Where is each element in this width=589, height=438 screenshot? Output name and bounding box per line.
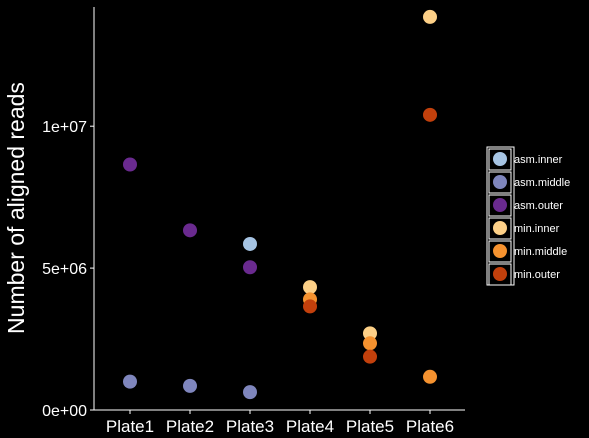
legend-key-min-middle [493,244,507,258]
legend-key-asm-middle [493,175,507,189]
data-point-asm-outer [243,260,257,275]
x-tick-label: Plate1 [106,417,154,436]
legend-label: min.middle [514,246,567,258]
y-tick-label: 5e+06 [42,261,87,278]
legend-label: min.inner [514,223,560,235]
data-point-min-middle [363,336,377,351]
data-point-asm-outer [183,223,197,238]
data-point-asm-middle [123,374,137,389]
data-point-asm-outer [123,157,137,172]
data-point-min-outer [423,107,437,122]
legend-key-min-outer [493,267,507,281]
legend-key-box [488,171,512,194]
data-point-min-outer [363,349,377,364]
data-point-min-inner [363,326,377,341]
legend: asm.inner asm.middle asm.outer min.inner min… [486,146,570,286]
x-tick-label: Plate6 [406,417,454,436]
legend-key-box [488,194,512,217]
legend-key-box [488,240,512,263]
data-points [123,9,437,400]
data-point-asm-middle [243,385,257,400]
x-tick-label: Plate3 [226,417,274,436]
legend-key-min-inner [493,221,507,235]
legend-key-asm-outer [493,198,507,212]
y-tick-label: 0e+00 [42,403,87,420]
data-point-asm-middle [183,378,197,393]
x-ticks: Plate1 Plate2 Plate3 Plate4 Plate5 Plate6 [106,410,454,436]
axes [93,7,465,411]
legend-key-box [488,263,512,286]
legend-label: asm.inner [514,154,563,166]
legend-key-box [488,148,512,171]
y-ticks: 0e+00 5e+06 1e+07 [42,119,94,420]
data-point-min-outer [303,299,317,314]
data-point-asm-inner [243,236,257,251]
x-tick-label: Plate2 [166,417,214,436]
x-tick-label: Plate4 [286,417,334,436]
data-point-min-middle [423,369,437,384]
data-point-min-inner [423,9,437,24]
legend-key-asm-inner [493,152,507,166]
legend-label: asm.outer [514,200,563,212]
y-tick-label: 1e+07 [42,119,87,136]
legend-key-box [488,217,512,240]
data-point-min-inner [303,280,317,295]
legend-label: min.outer [514,269,560,281]
x-tick-label: Plate5 [346,417,394,436]
y-axis-title: Number of aligned reads [3,82,29,334]
legend-label: asm.middle [514,177,570,189]
